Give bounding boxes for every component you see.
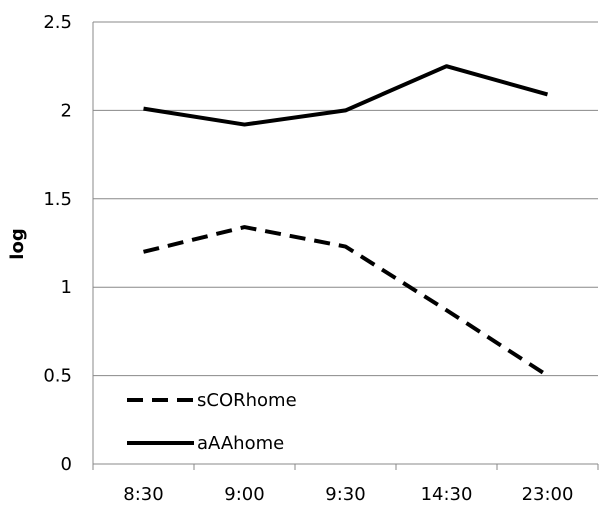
x-tick-labels: 8:30 9:00 9:30 14:30 23:00 (123, 484, 573, 505)
series-line-aAAhome (143, 64, 549, 127)
y-tick-label: 2.5 (43, 12, 72, 33)
y-tick-label: 2 (61, 100, 72, 121)
y-tick-label: 0 (61, 454, 72, 475)
x-tick-label: 14:30 (421, 484, 473, 505)
x-tick-label: 23:00 (522, 484, 574, 505)
x-tick-label: 9:00 (224, 484, 264, 505)
x-tick-label: 9:30 (325, 484, 365, 505)
y-tick-label: 1.5 (43, 189, 72, 210)
series-line-sCORhome (143, 225, 549, 378)
series-lines (143, 64, 549, 378)
legend-label: aAAhome (197, 433, 284, 454)
y-axis-title: log (7, 228, 28, 259)
x-tick-label: 8:30 (123, 484, 163, 505)
gridlines (93, 21, 598, 377)
y-tick-label: 0.5 (43, 366, 72, 387)
y-tick-label: 1 (61, 277, 72, 298)
legend: sCORhome aAAhome (127, 390, 297, 454)
y-tick-labels: 0 0.5 1 1.5 2 2.5 (43, 12, 72, 475)
axes (92, 22, 599, 470)
legend-label: sCORhome (197, 390, 297, 411)
